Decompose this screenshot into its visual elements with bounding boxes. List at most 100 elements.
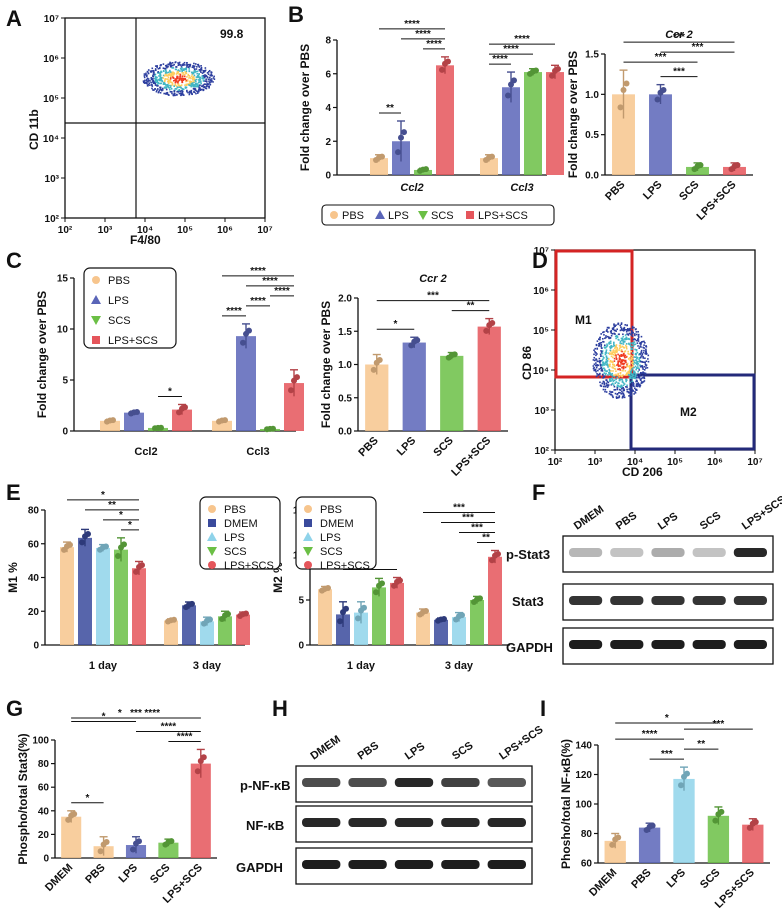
bar-lps: [502, 87, 520, 175]
significance-label: *: [118, 708, 122, 719]
category-label: SCS: [698, 867, 722, 891]
event-dot: [631, 388, 633, 391]
event-dot: [614, 382, 617, 384]
event-dot: [639, 357, 641, 360]
event-dot: [601, 370, 604, 372]
event-dot: [625, 372, 628, 375]
event-dot: [195, 85, 198, 88]
event-dot: [593, 353, 595, 356]
data-point: [343, 605, 349, 612]
event-dot: [155, 90, 158, 93]
event-dot: [613, 341, 615, 344]
y-tick-label: 0: [62, 427, 68, 438]
event-dot: [640, 349, 643, 352]
event-dot: [630, 390, 632, 393]
data-point: [423, 166, 429, 173]
event-dot: [160, 88, 163, 91]
event-dot: [172, 71, 174, 73]
event-dot: [183, 61, 186, 64]
flow-plot-a: 99.8 F4/80 CD 11b: [27, 17, 266, 247]
event-dot: [637, 340, 640, 342]
event-dot: [603, 344, 606, 347]
event-dot: [630, 354, 632, 357]
bands-h-gapdh: [302, 860, 526, 869]
y-tick-label: 10⁷: [534, 246, 549, 257]
event-dot: [619, 324, 622, 327]
data-point: [401, 129, 407, 136]
event-dot: [153, 74, 156, 77]
flow-d-events: [592, 322, 650, 399]
event-dot: [637, 382, 639, 384]
event-dot: [600, 344, 603, 346]
event-dot: [599, 372, 601, 375]
event-dot: [187, 73, 190, 76]
event-dot: [636, 374, 639, 377]
event-dot: [634, 391, 636, 393]
event-dot: [638, 358, 640, 361]
event-dot: [152, 78, 154, 80]
y-tick-label: 1.5: [338, 327, 352, 338]
bar-pbs: [60, 547, 74, 645]
event-dot: [170, 75, 172, 78]
band: [610, 548, 644, 557]
event-dot: [646, 366, 649, 369]
event-dot: [618, 349, 620, 351]
event-dot: [618, 375, 620, 378]
band: [302, 818, 341, 827]
event-dot: [159, 77, 162, 79]
legend-marker: [303, 547, 313, 556]
event-dot: [640, 377, 642, 380]
event-dot: [186, 62, 188, 64]
y-axis-label: M1 %: [6, 562, 20, 593]
event-dot: [642, 357, 645, 359]
panel-label-a: A: [6, 6, 22, 31]
y-axis-label: M2 %: [271, 562, 285, 593]
event-dot: [610, 334, 613, 337]
event-dot: [159, 91, 162, 94]
bar-pbs: [416, 612, 430, 645]
event-dot: [630, 347, 633, 350]
event-dot: [204, 74, 206, 76]
event-dot: [610, 391, 612, 394]
bar-lps: [402, 342, 426, 431]
significance-label: **: [482, 533, 490, 544]
event-dot: [156, 83, 159, 86]
event-dot: [632, 338, 634, 341]
event-dot: [161, 89, 164, 91]
event-dot: [180, 84, 183, 86]
event-dot: [182, 72, 185, 74]
event-dot: [210, 78, 213, 80]
data-point: [678, 782, 684, 789]
event-dot: [201, 72, 204, 74]
event-dot: [594, 359, 596, 362]
y-tick-label: 10²: [535, 446, 550, 457]
band: [733, 596, 767, 605]
event-dot: [179, 73, 182, 76]
event-dot: [639, 360, 642, 363]
event-dot: [198, 79, 201, 81]
legend-marker: [466, 211, 474, 219]
event-dot: [193, 68, 196, 71]
legend-label: LPS+SCS: [224, 560, 274, 572]
event-dot: [632, 374, 635, 377]
event-dot: [639, 342, 642, 345]
event-dot: [634, 348, 636, 351]
data-point: [130, 846, 136, 853]
event-dot: [178, 88, 181, 91]
panel-label-c: C: [6, 248, 22, 273]
event-dot: [188, 84, 190, 86]
event-dot: [635, 389, 638, 391]
event-dot: [636, 351, 639, 354]
event-dot: [626, 324, 629, 326]
event-dot: [631, 368, 633, 371]
legend-label: DMEM: [224, 518, 258, 530]
event-dot: [177, 80, 180, 82]
event-dot: [154, 88, 157, 90]
event-dot: [608, 378, 611, 381]
event-dot: [622, 362, 624, 365]
event-dot: [156, 76, 158, 79]
event-dot: [157, 91, 160, 94]
event-dot: [622, 369, 624, 372]
event-dot: [181, 87, 184, 90]
event-dot: [171, 92, 173, 95]
